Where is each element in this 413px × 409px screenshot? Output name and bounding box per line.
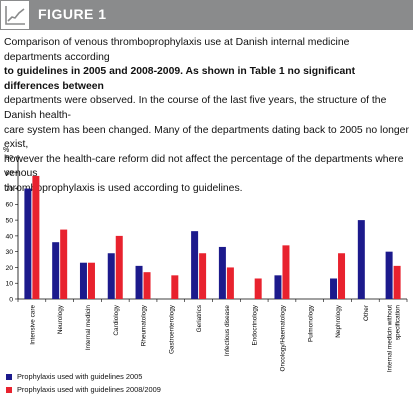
figure-header: FIGURE 1 [0, 0, 413, 30]
caption-line: however the health-care reform did not a… [4, 153, 404, 180]
legend-label: Prophylaxis used with guidelines 2008/20… [17, 385, 161, 394]
bar-series-2008-2009 [393, 265, 401, 299]
figure-title: FIGURE 1 [38, 6, 107, 22]
bar-series-2008-2009 [254, 278, 262, 299]
bar-series-2008-2009 [282, 245, 290, 299]
legend-item: Prophylaxis used with guidelines 2005 [6, 370, 161, 383]
y-tick-label: 60 [5, 202, 13, 209]
caption-line: care system has been changed. Many of th… [4, 124, 409, 151]
x-tick-label: Pulmonology [307, 304, 314, 342]
bar-series-2008-2009 [171, 275, 179, 299]
x-tick-label: Intensive care [29, 305, 36, 345]
bar-series-2005 [191, 231, 199, 299]
bar-series-2005 [107, 253, 115, 299]
y-tick-label: 80 [5, 170, 13, 177]
y-tick-label: 10 [5, 281, 13, 288]
bar-series-2008-2009 [32, 175, 40, 299]
x-tick-label: Gastroenterology [168, 304, 175, 354]
y-tick-label: 20 [5, 265, 13, 272]
x-tick-label: Other [363, 304, 370, 321]
x-tick-label: Internal medicin without [387, 305, 394, 372]
legend-swatch [6, 386, 12, 393]
y-tick-label: 90 [5, 154, 13, 161]
caption-line: Comparison of venous thromboprophylaxis … [4, 37, 350, 63]
caption-line: departments were observed. In the course… [4, 95, 387, 121]
x-tick-label: Geriatrics [196, 305, 203, 332]
bar-series-2005 [330, 278, 338, 299]
x-tick-label: Infectious disease [224, 305, 231, 357]
caption-line-bold: to guidelines in 2005 and 2008-2009. As … [4, 66, 356, 92]
bar-series-2008-2009 [199, 253, 207, 299]
y-tick-label: 70 [5, 186, 13, 193]
legend-swatch [6, 373, 12, 380]
x-axis-labels: Intensive care Neurology Internal medicin C… [29, 304, 401, 372]
bar-series-2008-2009 [87, 262, 95, 299]
bar-series-2005 [357, 220, 365, 299]
chart-legend: Prophylaxis used with guidelines 2005 Pr… [6, 370, 161, 396]
legend-item: Prophylaxis used with guidelines 2008/20… [6, 383, 161, 396]
bar-series-2005 [218, 246, 226, 299]
bar-series-2005 [79, 262, 87, 299]
bar-series-2005 [24, 188, 32, 299]
bar-series-2008-2009 [338, 253, 346, 299]
bar-series-2008-2009 [143, 272, 151, 299]
legend-label: Prophylaxis used with guidelines 2005 [17, 372, 143, 381]
bar-series-2008-2009 [115, 235, 123, 299]
bar-series-2005 [135, 265, 143, 299]
y-tick-label: 40 [5, 233, 13, 240]
x-tick-label: Cardiology [113, 304, 120, 335]
bar-series-2008-2009 [60, 229, 68, 299]
figure-caption: Comparison of venous thromboprophylaxis … [4, 36, 409, 197]
x-tick-label: Rheumatology [141, 304, 148, 346]
x-tick-label: Endocrinology [252, 304, 259, 345]
x-tick-label: Internal medicin [85, 305, 92, 351]
y-axis-label: % [3, 147, 9, 154]
y-tick-label: 30 [5, 249, 13, 256]
x-tick-label: specification [395, 305, 402, 341]
caption-line: thromboprophylaxis is used according to … [4, 182, 243, 194]
y-tick-label: 0 [9, 296, 13, 303]
bar-series-2008-2009 [226, 267, 234, 299]
bar-series-2005 [385, 251, 393, 299]
x-tick-label: Nephrology [335, 304, 342, 337]
bar-series-2005 [274, 275, 282, 299]
x-tick-label: Oncology/Haematology [279, 304, 286, 371]
bar-series-2005 [52, 242, 60, 299]
chart-bars [24, 175, 401, 299]
x-tick-label: Neurology [57, 304, 64, 334]
line-chart-icon [0, 0, 30, 30]
y-tick-label: 50 [5, 218, 13, 225]
